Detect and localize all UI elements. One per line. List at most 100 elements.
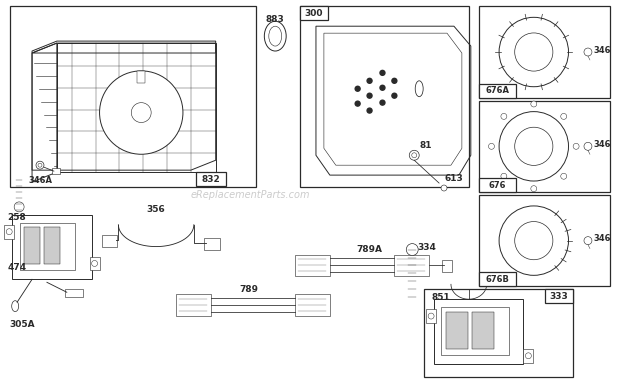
Circle shape — [531, 101, 537, 107]
Circle shape — [525, 353, 531, 359]
Circle shape — [392, 93, 397, 98]
Bar — [24, 227, 40, 264]
Ellipse shape — [264, 21, 286, 51]
Circle shape — [92, 260, 97, 266]
Bar — [12, 215, 92, 279]
Circle shape — [406, 244, 419, 255]
Bar — [446, 312, 468, 349]
Circle shape — [380, 85, 385, 90]
Bar — [479, 101, 610, 192]
Bar — [441, 307, 508, 355]
Bar — [300, 6, 328, 20]
Circle shape — [501, 173, 507, 179]
Bar — [44, 227, 60, 264]
Bar — [424, 289, 573, 377]
Bar — [196, 172, 226, 186]
Bar — [4, 225, 14, 239]
Circle shape — [584, 142, 592, 150]
Circle shape — [409, 150, 419, 160]
Text: 676B: 676B — [485, 275, 510, 284]
Text: 81: 81 — [419, 141, 432, 150]
Circle shape — [392, 78, 397, 83]
Text: 676: 676 — [489, 180, 507, 190]
Bar — [57, 43, 216, 172]
Text: 789A: 789A — [356, 245, 383, 254]
Circle shape — [36, 161, 44, 169]
Ellipse shape — [269, 26, 281, 46]
Bar — [176, 294, 211, 316]
Text: 613: 613 — [445, 174, 463, 182]
Bar — [434, 299, 523, 364]
Circle shape — [499, 206, 569, 276]
Bar — [479, 6, 610, 98]
Text: 474: 474 — [7, 263, 27, 272]
Bar — [426, 309, 436, 323]
Text: 832: 832 — [202, 174, 220, 184]
Circle shape — [380, 100, 385, 105]
Circle shape — [584, 48, 592, 56]
Bar — [52, 168, 60, 174]
Circle shape — [573, 143, 579, 149]
Circle shape — [489, 143, 494, 149]
Text: 346: 346 — [593, 234, 611, 243]
Bar — [479, 84, 516, 98]
Circle shape — [515, 33, 553, 71]
Circle shape — [515, 222, 553, 260]
Circle shape — [6, 229, 12, 235]
Circle shape — [441, 185, 447, 191]
Circle shape — [501, 113, 507, 119]
Circle shape — [515, 127, 553, 165]
Text: 258: 258 — [7, 213, 26, 222]
Text: 883: 883 — [266, 15, 285, 24]
Bar — [442, 260, 452, 272]
Circle shape — [355, 86, 360, 91]
Circle shape — [499, 17, 569, 87]
Ellipse shape — [415, 81, 423, 97]
Circle shape — [560, 173, 567, 179]
Circle shape — [499, 112, 569, 181]
Text: 851: 851 — [431, 293, 450, 302]
Circle shape — [131, 103, 151, 122]
Circle shape — [412, 153, 417, 158]
Bar — [523, 349, 533, 363]
Text: 333: 333 — [550, 292, 569, 301]
Bar — [295, 294, 330, 316]
Circle shape — [14, 202, 24, 212]
Bar — [472, 312, 494, 349]
Bar — [479, 195, 610, 286]
Bar — [90, 256, 100, 271]
Circle shape — [367, 93, 372, 98]
Bar — [394, 255, 429, 276]
Circle shape — [380, 70, 385, 75]
Text: 676A: 676A — [485, 86, 510, 95]
Ellipse shape — [12, 301, 19, 312]
Text: 346A: 346A — [28, 176, 52, 185]
Bar — [479, 272, 516, 286]
Bar — [479, 178, 516, 192]
Circle shape — [100, 71, 183, 154]
Text: eReplacementParts.com: eReplacementParts.com — [191, 190, 310, 200]
Bar — [102, 235, 117, 247]
Circle shape — [38, 163, 42, 167]
Circle shape — [560, 113, 567, 119]
Text: 346: 346 — [593, 46, 611, 55]
Text: 300: 300 — [304, 9, 323, 18]
Bar — [20, 223, 75, 271]
Text: 305A: 305A — [9, 320, 35, 329]
Bar — [295, 255, 330, 276]
Bar — [545, 289, 573, 303]
Bar — [10, 6, 257, 187]
Text: 334: 334 — [417, 243, 436, 252]
Bar — [300, 6, 469, 187]
Circle shape — [367, 108, 372, 113]
Circle shape — [531, 186, 537, 192]
Circle shape — [428, 313, 434, 319]
Circle shape — [584, 237, 592, 245]
Bar — [137, 71, 145, 83]
Text: 356: 356 — [147, 205, 166, 214]
Text: 789: 789 — [239, 285, 258, 294]
Text: 346: 346 — [593, 140, 611, 149]
Bar — [65, 289, 82, 297]
Circle shape — [367, 78, 372, 83]
Bar — [204, 238, 219, 250]
